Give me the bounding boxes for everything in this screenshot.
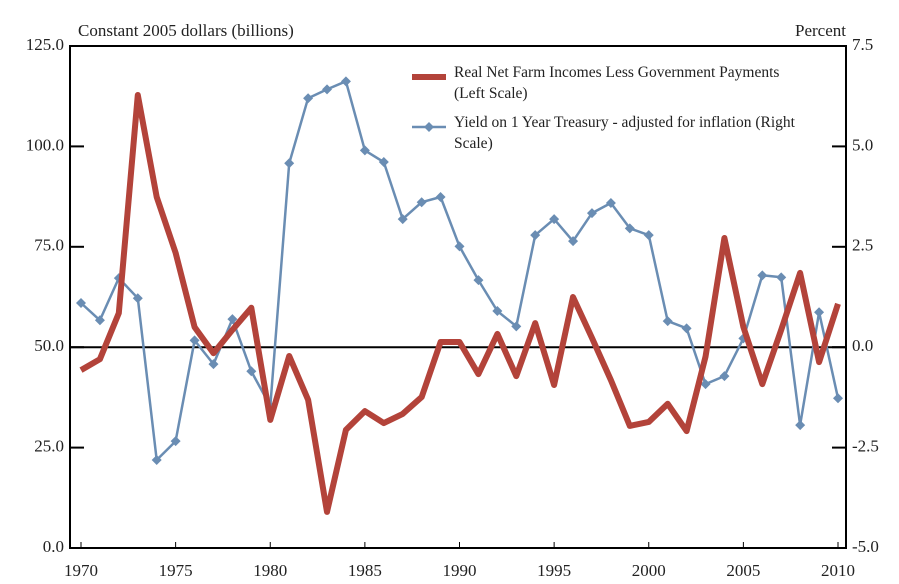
legend-label: Yield on 1 Year Treasury - adjusted for …: [454, 114, 795, 152]
y2-tick-label: 7.5: [852, 35, 873, 54]
yield-marker: [76, 298, 86, 309]
yield-marker: [757, 270, 768, 281]
yield-marker: [303, 93, 314, 104]
yield-marker: [322, 84, 333, 95]
yield-marker: [511, 321, 522, 332]
yield-marker: [208, 359, 219, 370]
yield-marker: [170, 436, 181, 447]
legend: Real Net Farm Incomes Less Government Pa…: [412, 62, 812, 162]
yield-marker: [189, 335, 200, 346]
yield-marker: [586, 208, 597, 219]
y2-tick-label: 2.5: [852, 236, 873, 255]
y-tick-label: 75.0: [34, 236, 64, 255]
yield-marker: [340, 76, 351, 87]
income-line: [79, 92, 841, 515]
yield-marker: [700, 379, 711, 390]
x-tick-label: 1995: [537, 561, 571, 580]
y-tick-label: 125.0: [26, 35, 64, 54]
x-tick-label: 2010: [821, 561, 855, 580]
yield-marker: [568, 236, 579, 247]
yield-marker: [530, 230, 541, 241]
yield-marker: [549, 214, 560, 225]
y2-tick-label: -2.5: [852, 437, 879, 456]
x-tick-label: 1985: [348, 561, 382, 580]
y2-tick-label: -5.0: [852, 537, 879, 556]
legend-marker: [424, 122, 434, 132]
legend-entry: Yield on 1 Year Treasury - adjusted for …: [412, 112, 812, 154]
yield-marker: [435, 192, 446, 203]
y-tick-label: 50.0: [34, 336, 64, 355]
yield-marker: [378, 157, 389, 168]
legend-key: [412, 122, 446, 132]
y2-tick-label: 5.0: [852, 135, 873, 154]
yield-marker: [681, 323, 692, 334]
yield-marker: [454, 241, 465, 252]
yield-marker: [359, 145, 370, 156]
y2-axis-label: Percent: [795, 21, 846, 40]
yield-marker: [132, 293, 143, 304]
x-tick-label: 1980: [253, 561, 287, 580]
yield-marker: [776, 272, 787, 283]
yield-marker: [833, 393, 843, 404]
y-tick-label: 25.0: [34, 437, 64, 456]
yield-marker: [662, 316, 673, 327]
yield-marker: [719, 371, 730, 382]
y-axis-label: Constant 2005 dollars (billions): [78, 21, 294, 40]
x-tick-label: 2000: [632, 561, 666, 580]
yield-marker: [416, 197, 427, 208]
yield-marker: [605, 198, 616, 209]
yield-marker: [284, 158, 295, 169]
legend-key: [412, 74, 446, 80]
yield-marker: [492, 306, 503, 317]
yield-marker: [624, 223, 635, 234]
legend-entry: Real Net Farm Incomes Less Government Pa…: [412, 62, 812, 104]
yield-marker: [227, 314, 238, 325]
x-tick-label: 1970: [64, 561, 98, 580]
yield-marker: [397, 214, 408, 225]
yield-marker: [643, 230, 654, 241]
y2-tick-label: 0.0: [852, 336, 873, 355]
yield-marker: [814, 307, 825, 318]
x-tick-label: 1975: [159, 561, 193, 580]
legend-label: Real Net Farm Incomes Less Government Pa…: [454, 64, 780, 102]
y-tick-label: 0.0: [43, 537, 64, 556]
x-tick-label: 1990: [443, 561, 477, 580]
y-tick-label: 100.0: [26, 135, 64, 154]
yield-marker: [473, 275, 484, 286]
yield-marker: [94, 315, 105, 326]
x-tick-label: 2005: [726, 561, 760, 580]
yield-marker: [151, 455, 162, 466]
yield-marker: [246, 366, 257, 377]
plot-frame: [69, 45, 847, 549]
yield-marker: [795, 420, 806, 431]
